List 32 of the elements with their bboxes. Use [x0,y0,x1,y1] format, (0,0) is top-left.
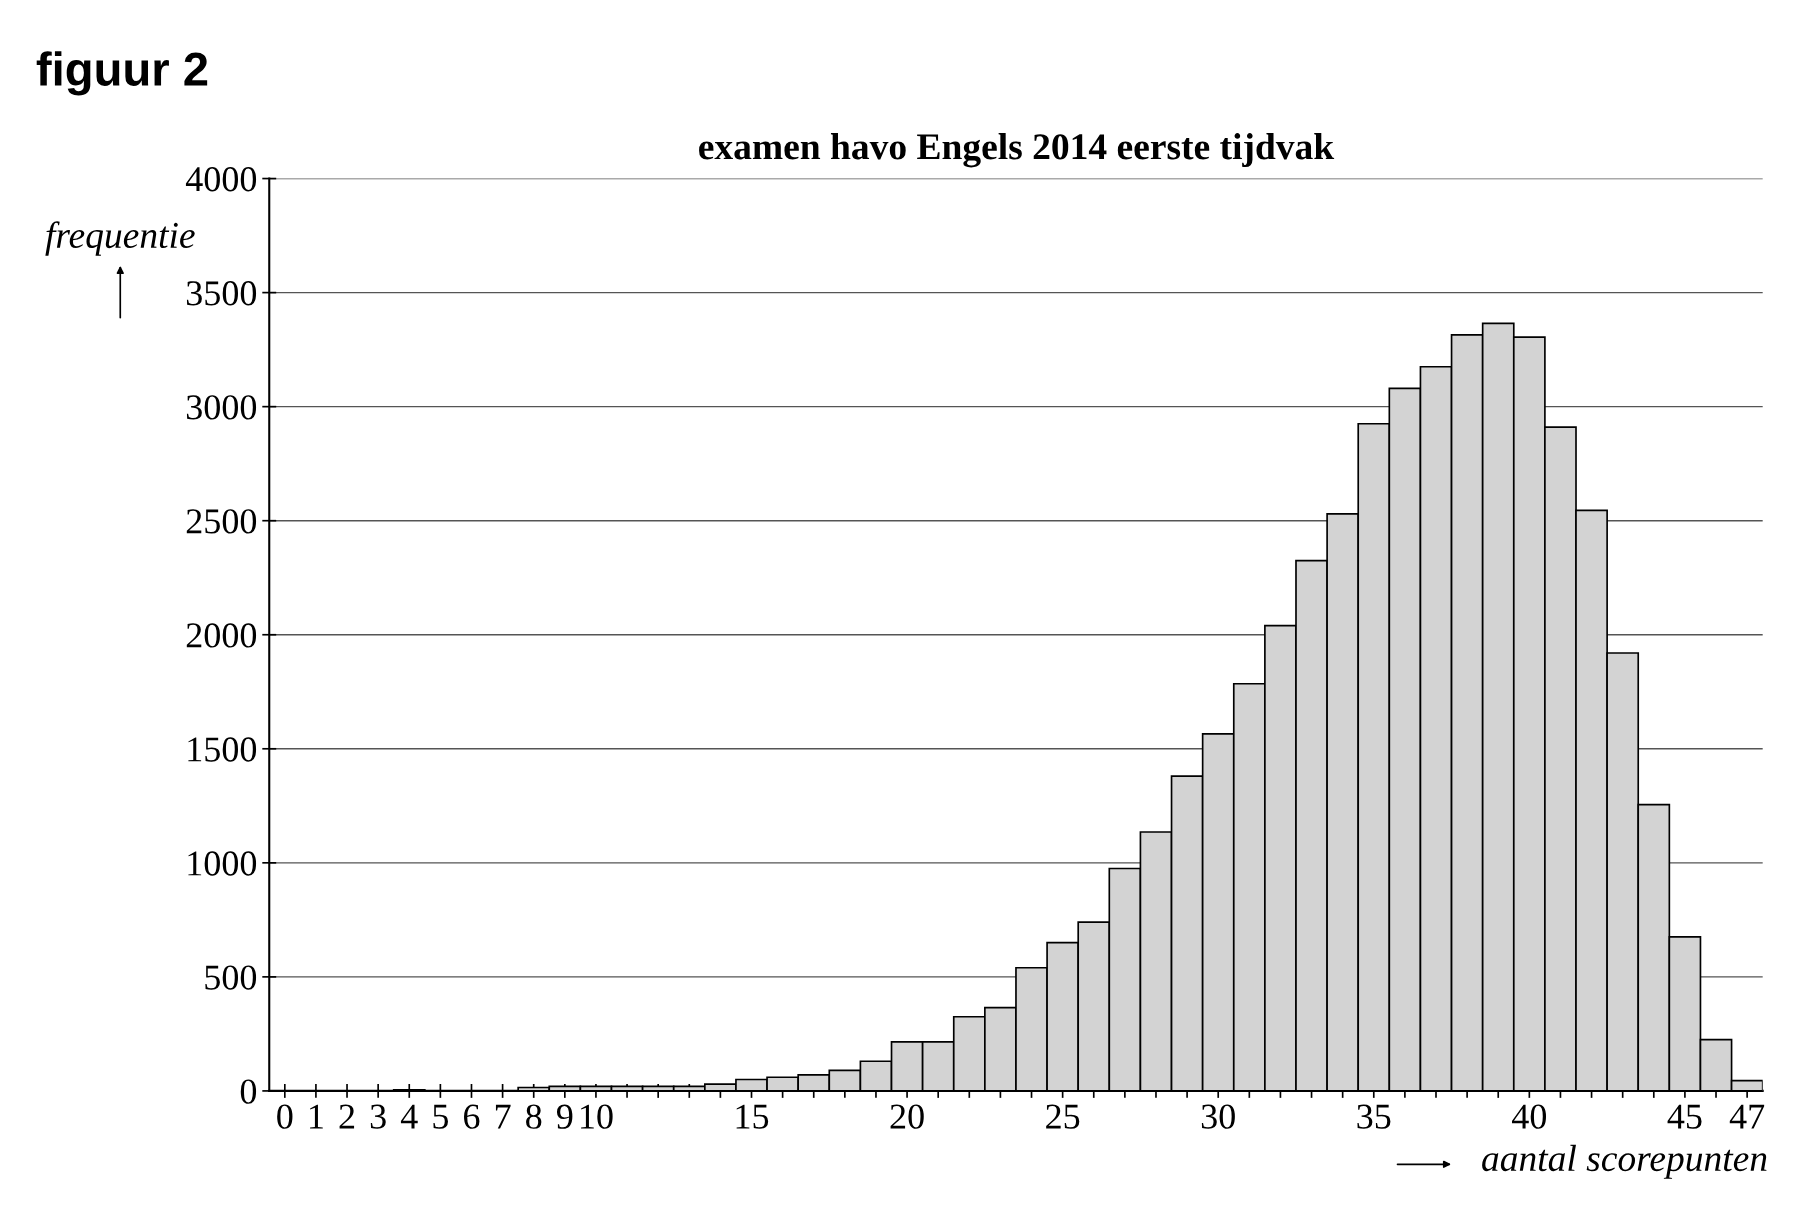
x-tick-label: 10 [581,1104,613,1129]
x-tick-label: 2 [339,1104,355,1129]
x-tick-label: 8 [526,1104,542,1129]
x-tick-label: 9 [556,1104,573,1129]
text: figuur 2 [36,51,208,96]
x-axis-title: aantal scorepunten [1482,1144,1767,1179]
x-tick-label: 20 [890,1104,924,1129]
y-tick-label: 1500 [188,737,257,762]
x-tick-label: 6 [464,1104,480,1129]
y-tick-label: 2000 [186,623,257,648]
y-tick-label: 0 [240,1079,257,1104]
x-tick-label: 30 [1201,1104,1235,1129]
y-tick-label: 1000 [188,851,257,876]
x-tick-label: 3 [370,1104,386,1129]
x-tick-label: 4 [400,1104,418,1129]
x-tick-label: 5 [433,1104,448,1129]
x-tick-label: 1 [310,1104,323,1129]
x-tick-label: 25 [1046,1104,1080,1129]
x-tick-label: 45 [1667,1104,1702,1129]
x-tick-label: 15 [736,1104,769,1129]
y-tick-label: 500 [205,965,257,990]
y-tick-label: 3000 [186,395,257,420]
x-tick-label: 40 [1511,1104,1547,1129]
chart-title: examen havo Engels 2014 eerste tijdvak [699,133,1335,168]
x-tick-label: 35 [1357,1104,1391,1129]
y-tick-label: 3500 [186,281,257,306]
x-tick-label: 47 [1729,1104,1765,1129]
x-tick-label: 0 [277,1104,293,1129]
y-axis-title: frequentie [45,221,195,256]
y-tick-label: 2500 [186,509,257,534]
x-tick-label: 7 [495,1104,511,1129]
y-tick-label: 4000 [185,167,257,192]
